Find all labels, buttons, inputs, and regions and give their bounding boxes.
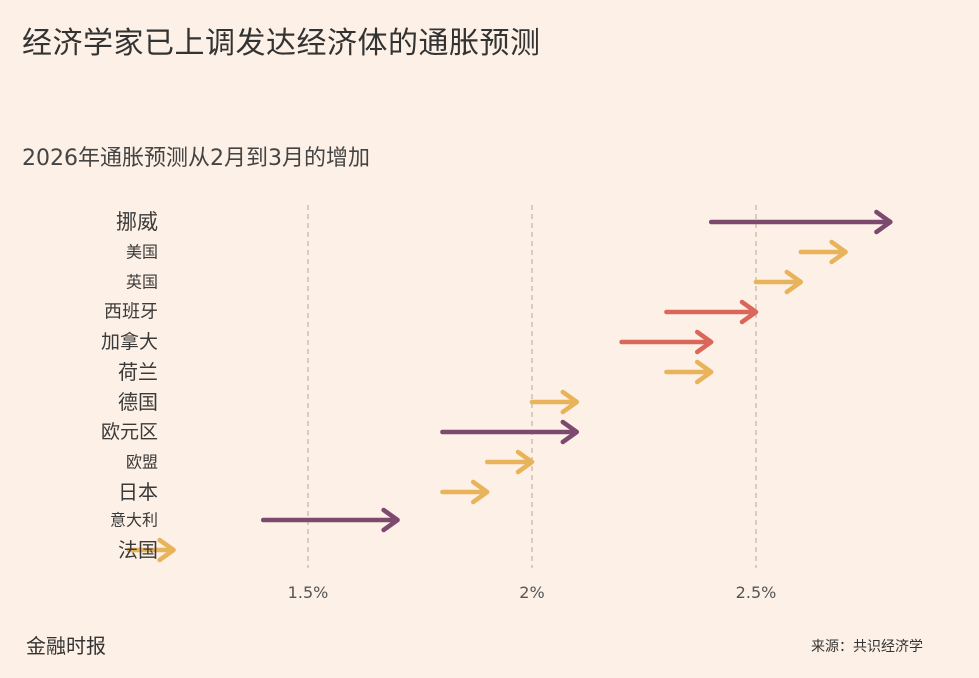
arrow-head [694, 329, 714, 355]
source-label: 来源：共识经济学 [811, 639, 923, 655]
country-label: 日本 [118, 480, 158, 504]
arrow-mark [529, 389, 580, 415]
arrow-head [381, 507, 400, 533]
grid-lines [307, 205, 757, 568]
country-label: 德国 [118, 390, 158, 414]
arrow-head [874, 209, 893, 235]
arrow-head [694, 359, 714, 385]
chart-title: 经济学家已上调发达经济体的通胀预测 [22, 26, 541, 61]
arrow-head [470, 479, 490, 505]
x-tick-labels: 1.5% 2% 2.5% [288, 583, 777, 602]
arrow-head [515, 449, 535, 475]
arrow-head [829, 239, 848, 265]
arrow-mark [260, 507, 400, 533]
x-tick-label: 2% [519, 583, 544, 602]
arrow-mark [440, 479, 490, 505]
country-label: 英国 [126, 273, 158, 292]
arrow-head [784, 269, 804, 295]
country-label: 加拿大 [101, 330, 158, 353]
country-label: 法国 [118, 538, 158, 562]
country-label: 欧元区 [101, 421, 158, 443]
publisher-label: 金融时报 [26, 634, 106, 658]
arrow-mark [619, 329, 714, 355]
arrow-head [560, 389, 580, 415]
arrow-head [560, 419, 580, 445]
country-label: 欧盟 [126, 453, 158, 472]
arrow-mark [440, 419, 580, 445]
country-label: 挪威 [116, 210, 158, 234]
arrow-head [157, 537, 176, 563]
country-label: 荷兰 [118, 360, 158, 384]
arrow-mark [484, 449, 535, 475]
country-label: 意大利 [110, 511, 158, 530]
arrow-mark [708, 209, 893, 235]
country-label: 西班牙 [104, 302, 158, 323]
x-tick-label: 2.5% [736, 583, 777, 602]
arrow-head [739, 299, 759, 325]
country-label: 美国 [126, 243, 158, 262]
arrow-mark [753, 269, 804, 295]
arrow-mark [126, 537, 176, 563]
arrow-mark [664, 359, 714, 385]
chart-subtitle: 2026年通胀预测从2月到3月的增加 [22, 146, 370, 171]
arrow-mark [664, 299, 759, 325]
x-tick-label: 1.5% [288, 583, 329, 602]
arrow-mark [798, 239, 848, 265]
arrows [126, 209, 893, 563]
